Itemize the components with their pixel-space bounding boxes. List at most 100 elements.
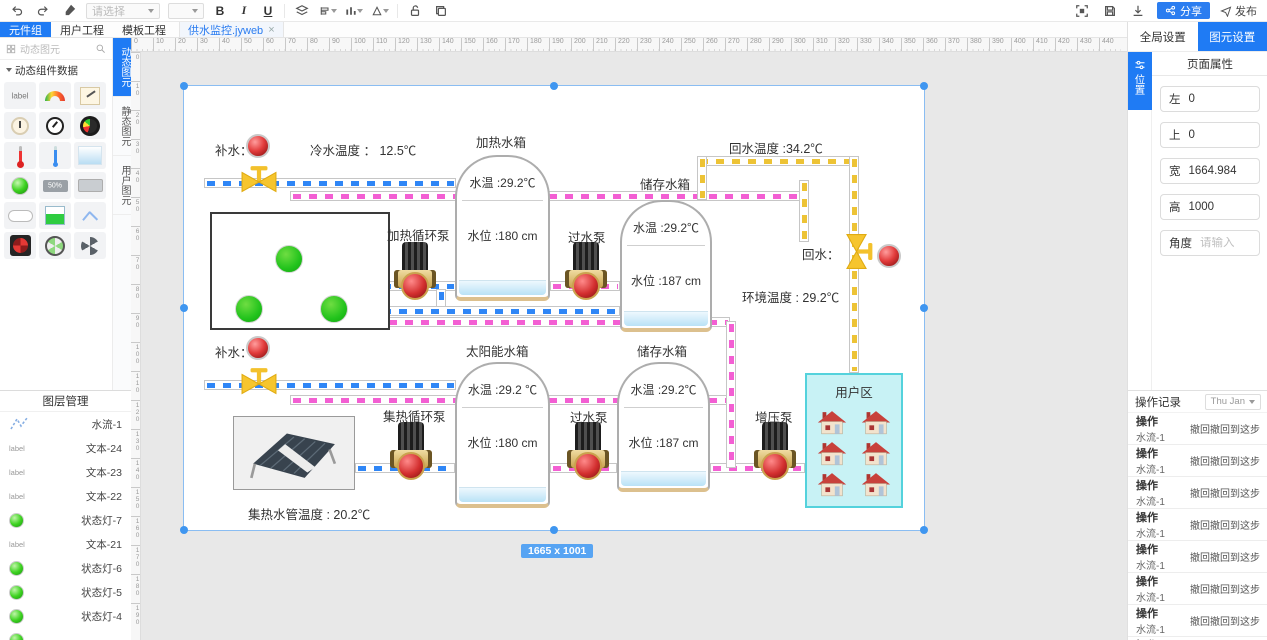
layer-item[interactable]: label 水流-1	[0, 412, 131, 436]
green-status-light[interactable]	[320, 295, 348, 323]
search-icon[interactable]	[95, 43, 106, 54]
selection-handle[interactable]	[180, 82, 188, 90]
field-angle-input[interactable]	[1200, 237, 1251, 249]
save-icon[interactable]	[1101, 2, 1119, 20]
layer-item[interactable]: label 文本-21	[0, 532, 131, 556]
label-collector-temp[interactable]: 集热水管温度 : 20.2℃	[248, 508, 371, 522]
selection-handle[interactable]	[920, 304, 928, 312]
history-undo-action[interactable]: 撤回撤回到这步	[1190, 617, 1260, 628]
share-button[interactable]: 分享	[1157, 2, 1210, 19]
selection-handle[interactable]	[550, 526, 558, 534]
history-item[interactable]: 操作 水流-1 撤回撤回到这步	[1128, 477, 1267, 509]
italic-button[interactable]: I	[241, 3, 247, 17]
close-icon[interactable]: ×	[268, 23, 275, 36]
label-heat-tank[interactable]: 加热水箱	[476, 136, 527, 150]
green-status-light[interactable]	[235, 295, 263, 323]
underline-button[interactable]: U	[263, 3, 273, 18]
label-return-water[interactable]: 回水：	[802, 248, 840, 262]
tab-element-settings[interactable]: 图元设置	[1197, 22, 1267, 51]
green-status-light[interactable]	[275, 245, 303, 273]
layer-item[interactable]: label 状态灯-4	[0, 604, 131, 628]
tank-heating[interactable]: 水温 :29.2℃ 水位 :180 cm	[455, 155, 550, 301]
label-pump-booster[interactable]: 增压泵	[755, 411, 793, 425]
pipe-cold-water-top[interactable]	[204, 178, 456, 188]
selection-handle[interactable]	[920, 82, 928, 90]
bold-button[interactable]: B	[215, 3, 225, 18]
fit-screen-icon[interactable]	[1073, 2, 1091, 20]
palette-item[interactable]	[4, 172, 36, 199]
palette-item[interactable]	[39, 202, 71, 229]
layer-item[interactable]: label 状态灯-5	[0, 580, 131, 604]
tab-template-project[interactable]: 模板工程	[122, 24, 166, 37]
valve-makeup-bottom[interactable]	[241, 368, 277, 403]
field-top-input[interactable]	[1188, 129, 1251, 141]
history-undo-action[interactable]: 撤回撤回到这步	[1190, 521, 1260, 532]
palette-item[interactable]	[74, 172, 106, 199]
history-item[interactable]: 操作 水流-1 撤回撤回到这步	[1128, 445, 1267, 477]
redo-icon[interactable]	[34, 2, 52, 20]
label-ambient-temp[interactable]: 环境温度 : 29.2℃	[742, 291, 840, 305]
palette-item[interactable]	[4, 112, 36, 139]
label-return-temp[interactable]: 回水温度 :34.2℃	[729, 142, 823, 156]
align-icon[interactable]	[319, 2, 337, 20]
label-cold-temp[interactable]: 冷水温度 ： 12.5℃	[310, 144, 417, 158]
palette-item[interactable]	[74, 232, 106, 259]
format-painter-icon[interactable]	[60, 2, 78, 20]
history-item[interactable]: 操作 水流-1 撤回撤回到这步	[1128, 605, 1267, 637]
led-makeup-top[interactable]	[246, 134, 270, 158]
canvas[interactable]: 水温 :29.2℃ 水位 :180 cm 水温 :29.2℃ 水位 :187 c…	[141, 52, 1127, 640]
palette-item[interactable]	[39, 142, 71, 169]
tank-storage-bottom[interactable]: 水温 :29.2℃ 水位 :187 cm	[617, 362, 710, 492]
history-undo-action[interactable]: 撤回撤回到这步	[1190, 553, 1260, 564]
status-light-box[interactable]	[210, 212, 390, 330]
palette-item[interactable]	[74, 202, 106, 229]
palette-item[interactable]	[39, 232, 71, 259]
label-makeup-top[interactable]: 补水：	[215, 144, 253, 158]
palette-section-header[interactable]: 动态组件数据	[0, 60, 112, 80]
selection-handle[interactable]	[920, 526, 928, 534]
selection-handle[interactable]	[550, 82, 558, 90]
field-width-input[interactable]	[1188, 165, 1251, 177]
pipe-return-stub[interactable]	[799, 180, 809, 242]
solar-collector[interactable]	[233, 416, 355, 490]
unlock-icon[interactable]	[406, 2, 424, 20]
led-return[interactable]	[877, 244, 901, 268]
tank-solar[interactable]: 水温 :29.2 ℃ 水位 :180 cm	[455, 362, 550, 508]
tank-storage-top[interactable]: 水温 :29.2℃ 水位 :187 cm	[620, 200, 712, 332]
field-height-input[interactable]	[1188, 201, 1251, 213]
history-undo-action[interactable]: 撤回撤回到这步	[1190, 457, 1260, 468]
pump-heating-circulation[interactable]	[394, 242, 436, 300]
tab-position[interactable]: 位置	[1128, 52, 1152, 110]
palette-item[interactable]	[4, 142, 36, 169]
history-item[interactable]: 操作 水流-1 撤回撤回到这步	[1128, 509, 1267, 541]
pipe-return-left[interactable]	[697, 156, 707, 200]
pump-booster[interactable]	[754, 422, 796, 480]
history-undo-action[interactable]: 撤回撤回到这步	[1190, 585, 1260, 596]
palette-item[interactable]	[39, 82, 71, 109]
palette-item[interactable]: 50%	[39, 172, 71, 199]
palette-item[interactable]	[74, 142, 106, 169]
history-undo-action[interactable]: 撤回撤回到这步	[1190, 425, 1260, 436]
user-area-box[interactable]: 用户区	[805, 373, 903, 508]
layer-item[interactable]: label 状态灯-6	[0, 556, 131, 580]
palette-item[interactable]	[4, 202, 36, 229]
field-left-input[interactable]	[1188, 93, 1251, 105]
label-store-tank-top[interactable]: 储存水箱	[640, 178, 691, 192]
pipe-return-top[interactable]	[697, 156, 859, 166]
font-size-select[interactable]	[168, 2, 204, 19]
history-undo-action[interactable]: 撤回撤回到这步	[1190, 489, 1260, 500]
selection-handle[interactable]	[180, 304, 188, 312]
label-makeup-bottom[interactable]: 补水：	[215, 346, 253, 360]
distribute-icon[interactable]	[345, 2, 363, 20]
design-page[interactable]: 水温 :29.2℃ 水位 :180 cm 水温 :29.2℃ 水位 :187 c…	[180, 82, 928, 534]
pipe-pink-riser[interactable]	[726, 321, 736, 468]
selection-handle[interactable]	[180, 526, 188, 534]
label-pump-collector[interactable]: 集热循环泵	[383, 410, 446, 424]
history-item[interactable]: 操作 水流-1 撤回撤回到这步	[1128, 541, 1267, 573]
label-pump-transfer-top[interactable]: 过水泵	[568, 231, 606, 245]
valve-return[interactable]	[838, 234, 873, 270]
tab-global-settings[interactable]: 全局设置	[1139, 31, 1186, 44]
label-pump-heating[interactable]: 加热循环泵	[387, 229, 450, 243]
history-item[interactable]: 操作 水流-1 撤回撤回到这步	[1128, 573, 1267, 605]
history-item[interactable]: 操作 水流-1 撤回撤回到这步	[1128, 413, 1267, 445]
